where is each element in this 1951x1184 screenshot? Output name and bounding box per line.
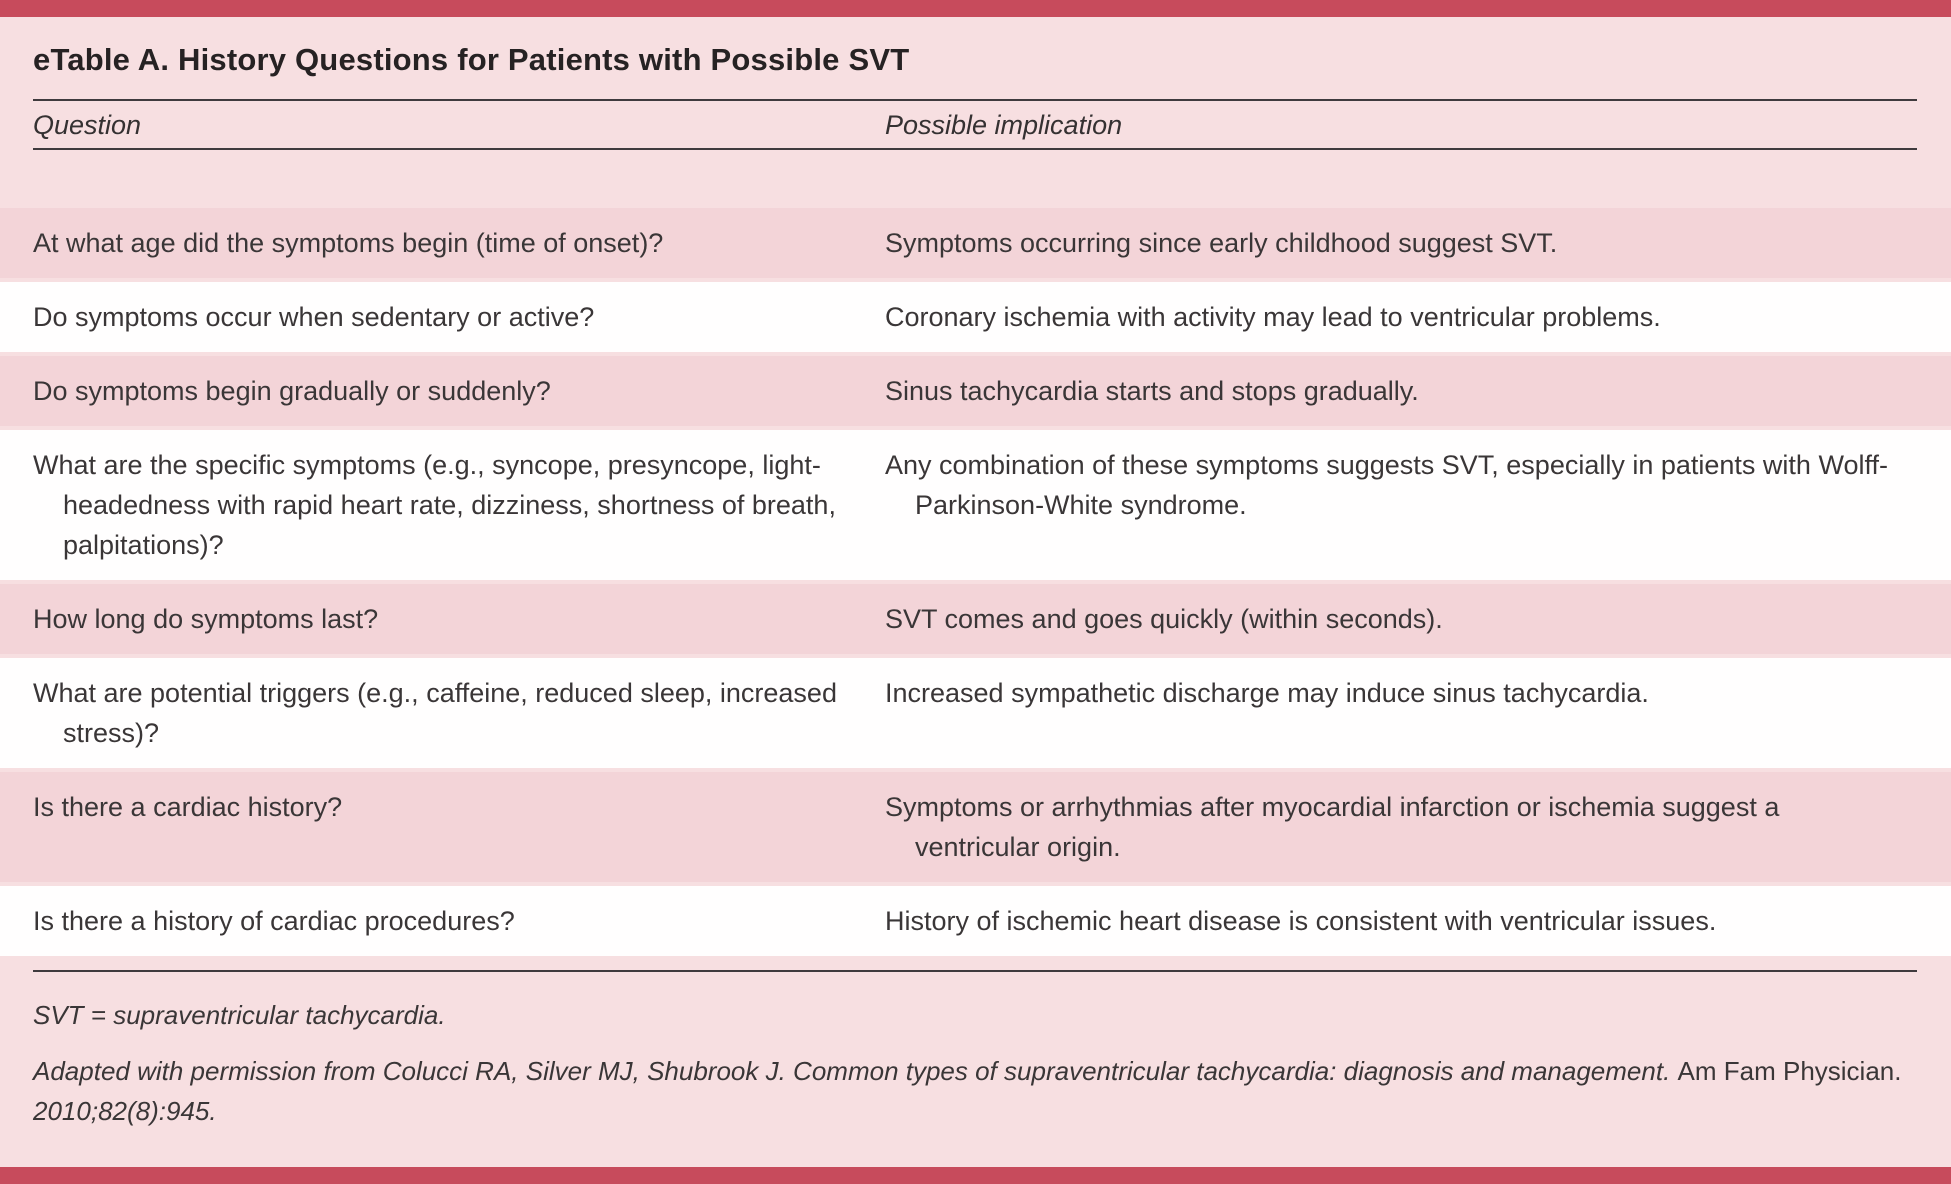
implication-cell: Sinus tachycardia starts and stops gradu… — [885, 376, 1419, 406]
question-cell: At what age did the symptoms begin (time… — [33, 228, 664, 258]
attribution-journal-name: Am Fam Physician. — [1677, 1056, 1902, 1086]
footnotes: SVT = supraventricular tachycardia. Adap… — [0, 998, 1951, 1131]
table-row: Do symptoms occur when sedentary or acti… — [0, 282, 1951, 352]
table-row: What are the specific symptoms (e.g., sy… — [0, 430, 1951, 580]
implication-cell: Symptoms occurring since early childhood… — [885, 228, 1558, 258]
question-cell: Is there a cardiac history? — [33, 792, 343, 822]
rule-under-headers — [33, 148, 1917, 150]
question-cell: What are the specific symptoms (e.g., sy… — [33, 450, 836, 560]
implication-cell: Any combination of these symptoms sugges… — [885, 450, 1888, 520]
implication-cell: Coronary ischemia with activity may lead… — [885, 302, 1661, 332]
attribution-citation-numbers: 2010;82(8):945. — [33, 1096, 217, 1126]
table-header-row: Question Possible implication — [0, 101, 1951, 148]
attribution-italic-part1: Adapted with permission from Colucci RA,… — [33, 1056, 1671, 1086]
table-row: Is there a history of cardiac procedures… — [0, 886, 1951, 956]
footnote-attribution: Adapted with permission from Colucci RA,… — [33, 1051, 1911, 1131]
top-accent-bar — [0, 0, 1951, 17]
table-title: eTable A. History Questions for Patients… — [33, 42, 910, 77]
table-row: Is there a cardiac history? Symptoms or … — [0, 772, 1951, 882]
table-row: What are potential triggers (e.g., caffe… — [0, 658, 1951, 768]
rule-above-footnotes — [33, 970, 1917, 972]
table-body: At what age did the symptoms begin (time… — [0, 208, 1951, 956]
question-cell: Is there a history of cardiac procedures… — [33, 906, 515, 936]
implication-cell: Symptoms or arrhythmias after myocardial… — [885, 792, 1780, 862]
question-cell: Do symptoms begin gradually or suddenly? — [33, 376, 551, 406]
implication-cell: History of ischemic heart disease is con… — [885, 906, 1717, 936]
question-cell: What are potential triggers (e.g., caffe… — [33, 678, 837, 748]
table-row: At what age did the symptoms begin (time… — [0, 208, 1951, 278]
implication-cell: Increased sympathetic discharge may indu… — [885, 678, 1649, 708]
column-header-implication: Possible implication — [885, 110, 1123, 140]
rule-under-title — [33, 99, 1917, 101]
column-header-question: Question — [33, 110, 142, 140]
question-cell: Do symptoms occur when sedentary or acti… — [33, 302, 595, 332]
implication-cell: SVT comes and goes quickly (within secon… — [885, 604, 1443, 634]
bottom-accent-bar — [0, 1167, 1951, 1184]
footnote-abbreviation: SVT = supraventricular tachycardia. — [33, 1000, 446, 1030]
table-row: How long do symptoms last? SVT comes and… — [0, 584, 1951, 654]
question-cell: How long do symptoms last? — [33, 604, 379, 634]
table-row: Do symptoms begin gradually or suddenly?… — [0, 356, 1951, 426]
